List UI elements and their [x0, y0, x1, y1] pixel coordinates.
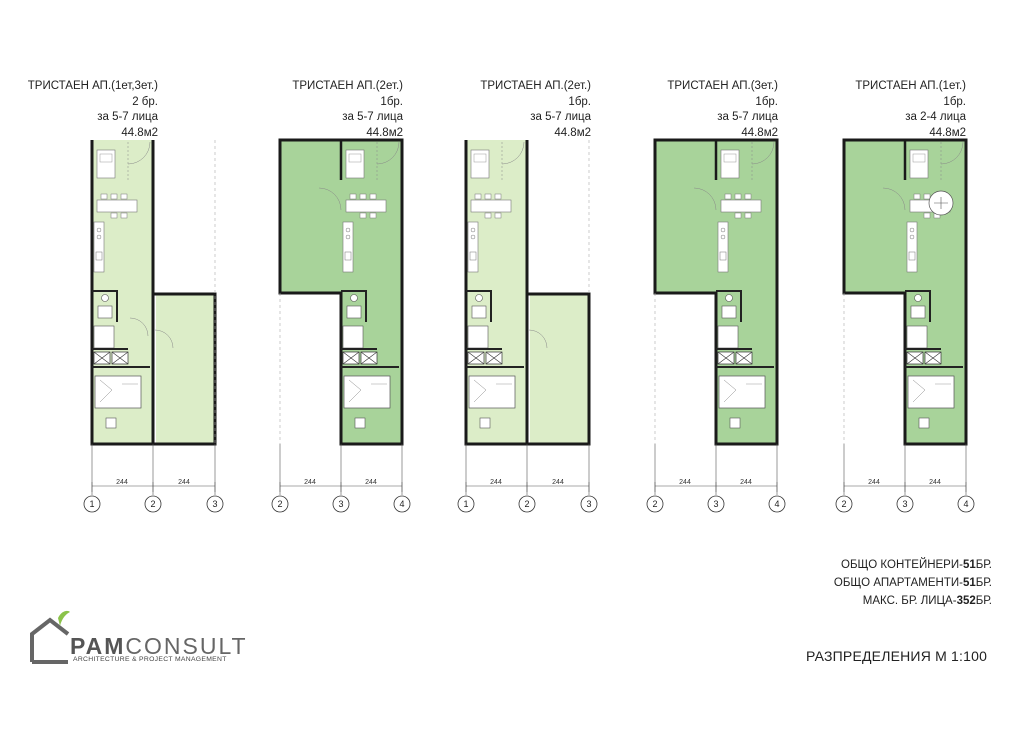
dim-3a: 244 [490, 479, 502, 486]
plan-1 [90, 140, 217, 446]
dim-2a: 244 [304, 479, 316, 486]
axis-label: 4 [963, 499, 968, 509]
axis-label: 2 [841, 499, 846, 509]
unit-5-rooms: 1бр. [943, 95, 966, 108]
dim-4a: 244 [679, 479, 691, 486]
plan-3 [464, 140, 591, 446]
unit-1-name: ТРИСТАЕН АП.(1ет,3ет.) [27, 80, 158, 92]
axis-label: 1 [463, 499, 468, 509]
unit-4-area: 44.8м2 [741, 126, 778, 139]
company-logo-icon [30, 610, 70, 664]
unit-5-name: ТРИСТАЕН АП.(1ет.) [855, 80, 966, 92]
unit-title-5: ТРИСТАЕН АП.(1ет.) 1бр. за 2-4 лица 44.8… [823, 79, 966, 141]
unit-title-4: ТРИСТАЕН АП.(3ет.) 1бр. за 5-7 лица 44.8… [635, 79, 778, 141]
plan-2 [278, 138, 404, 446]
unit-1-rooms: 2 бр. [132, 95, 158, 108]
unit-4-persons: за 5-7 лица [717, 111, 778, 123]
axis-label: 3 [713, 499, 718, 509]
summary-block: ОБЩО КОНТЕЙНЕРИ-51БР. ОБЩО АПАРТАМЕНТИ-5… [834, 556, 992, 610]
unit-3-name: ТРИСТАЕН АП.(2ет.) [480, 80, 591, 92]
axis-label: 1 [89, 499, 94, 509]
unit-1-persons: за 5-7 лица [97, 111, 158, 123]
unit-5-persons: за 2-4 лица [905, 111, 966, 123]
unit-4-name: ТРИСТАЕН АП.(3ет.) [667, 80, 778, 92]
axis-label: 3 [586, 499, 591, 509]
axis-label: 3 [212, 499, 217, 509]
unit-2-persons: за 5-7 лица [342, 111, 403, 123]
summary-containers: ОБЩО КОНТЕЙНЕРИ-51БР. [841, 559, 992, 571]
dim-5b: 244 [929, 479, 941, 486]
unit-3-persons: за 5-7 лица [530, 111, 591, 123]
unit-3-area: 44.8м2 [554, 126, 591, 139]
unit-title-1: ТРИСТАЕН АП.(1ет,3ет.) 2 бр. за 5-7 лица… [20, 79, 158, 141]
unit-4-rooms: 1бр. [755, 95, 778, 108]
dim-5a: 244 [868, 479, 880, 486]
scale-label: РАЗПРЕДЕЛЕНИЯ М 1:100 [806, 648, 988, 664]
logo-tagline: ARCHITECTURE & PROJECT MANAGEMENT [73, 656, 227, 663]
dim-2b: 244 [365, 479, 377, 486]
axis-label: 2 [652, 499, 657, 509]
axis-label: 3 [902, 499, 907, 509]
dim-3b: 244 [552, 479, 564, 486]
dim-4b: 244 [740, 479, 752, 486]
unit-title-3: ТРИСТАЕН АП.(2ет.) 1бр. за 5-7 лица 44.8… [448, 79, 591, 141]
logo-name: PAMCONSULT [70, 633, 248, 659]
unit-2-area: 44.8м2 [366, 126, 403, 139]
dim-1a: 244 [116, 479, 128, 486]
summary-apartments: ОБЩО АПАРТАМЕНТИ-51БР. [833, 577, 992, 589]
axis-label: 4 [774, 499, 779, 509]
axis-label: 3 [338, 499, 343, 509]
axis-label: 2 [277, 499, 282, 509]
axis-label: 2 [524, 499, 529, 509]
unit-title-2: ТРИСТАЕН АП.(2ет.) 1бр. за 5-7 лица 44.8… [260, 79, 403, 141]
dim-1b: 244 [178, 479, 190, 486]
unit-2-name: ТРИСТАЕН АП.(2ет.) [292, 80, 403, 92]
axis-label: 2 [150, 499, 155, 509]
unit-5-area: 44.8м2 [929, 126, 966, 139]
plan-5 [842, 138, 968, 446]
unit-3-rooms: 1бр. [568, 95, 591, 108]
unit-1-area: 44.8м2 [121, 126, 158, 139]
axis-label: 4 [399, 499, 404, 509]
plan-4 [653, 138, 779, 446]
summary-persons: МАКС. БР. ЛИЦА-352БР. [862, 595, 992, 607]
unit-2-rooms: 1бр. [380, 95, 403, 108]
dimension-lines [91, 444, 967, 495]
